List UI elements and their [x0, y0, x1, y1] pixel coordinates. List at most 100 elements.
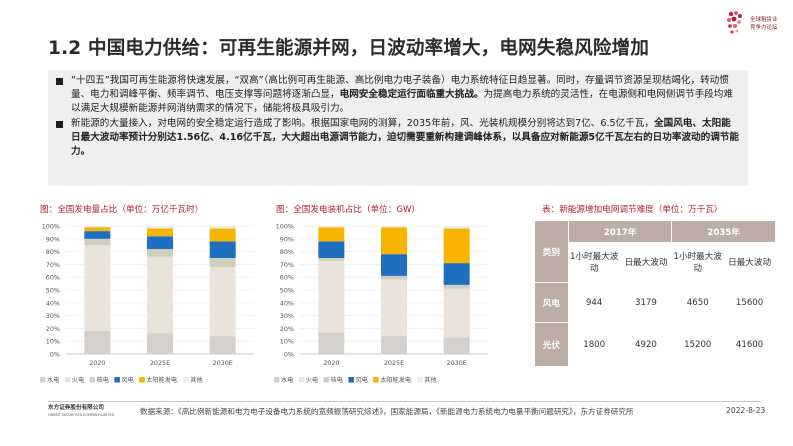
- bar-segment-风电: [318, 241, 345, 258]
- bar-segment-火电: [381, 279, 407, 337]
- data-source-note: 数据来源：《高比例新能源和电力电子设备电力系统的宽频振荡研究综述》，国家能源局，…: [140, 407, 634, 416]
- legend-swatch: [348, 377, 354, 383]
- table-row-label: 风电: [534, 282, 569, 323]
- y-tick-label: 90%: [46, 235, 60, 243]
- difficulty-table-panel: 类别 2017年 2035年 1小时最大波动 日最大波动 1小时最大波动 日最大…: [534, 220, 776, 367]
- legend-label: 风电: [355, 376, 367, 384]
- y-tick-label: 10%: [46, 338, 60, 346]
- bar-segment-其他: [147, 226, 173, 229]
- bar-segment-水电: [209, 336, 236, 354]
- table-year-header-2035: 2035年: [671, 220, 776, 243]
- bar-segment-太阳能发电: [209, 228, 236, 242]
- page-title: 1.2 中国电力供给：可再生能源并网，日波动率增大，电网失稳风险增加: [48, 38, 650, 59]
- x-tick-label: 2030E: [447, 359, 467, 367]
- generation-share-chart: 0% 10% 20% 30% 40% 50% 60% 70% 80% 90% 100% 2020 202…: [40, 223, 254, 384]
- legend-label: 火电: [306, 376, 318, 384]
- summary-box: “十四五”我国可再生能源将快速发展，“双高”（高比例可再生能源、高比例电力电子装…: [48, 70, 748, 186]
- legend-swatch: [40, 377, 46, 383]
- y-tick-label: 10%: [280, 338, 294, 346]
- bar-segment-太阳能发电: [84, 227, 111, 232]
- y-tick-label: 70%: [280, 261, 294, 269]
- y-tick-label: 100%: [42, 223, 60, 231]
- legend-swatch: [373, 377, 379, 383]
- table-subheader: 1小时最大波动: [567, 242, 621, 283]
- capacity-share-chart: 0% 10% 20% 30% 40% 50% 60% 70% 80% 90% 100% 2020 202…: [274, 223, 488, 384]
- legend-label: 水电: [47, 376, 59, 384]
- table-subheader: 日最大波动: [619, 242, 673, 283]
- chart2-title: 图：全国发电装机占比（单位：GW）: [276, 205, 421, 215]
- table-cell: 15600: [723, 282, 776, 323]
- table-subheader: 1小时最大波动: [671, 242, 725, 283]
- table-row: 风电 944 3179 4650 15600: [534, 282, 776, 323]
- bar-segment-风电: [443, 263, 470, 285]
- bar-segment-太阳能发电: [381, 227, 407, 255]
- y-tick-label: 30%: [280, 312, 294, 320]
- table-year-header-2017: 2017年: [567, 220, 673, 243]
- table-title: 表：新能源增加电网调节难度（单位：万千瓦）: [542, 205, 723, 215]
- bar-segment-水电: [443, 337, 470, 354]
- report-date: 2022-8-23: [726, 406, 766, 415]
- bullet-square-icon: [56, 78, 63, 85]
- footer-company-logo: 东方证券股份有限公司 ORIENT SECURITIES COMPANY LIM…: [48, 405, 114, 419]
- forum-logo-icon: [727, 11, 742, 34]
- legend-swatch: [417, 377, 423, 383]
- bar-segment-风电: [209, 241, 236, 258]
- y-tick-label: 60%: [46, 274, 60, 282]
- bullet1-text-c: 为提高电力系统的灵活性，在电源侧和电网侧调节手段均难以满足大规模新能源并网消纳需…: [71, 89, 733, 114]
- legend-label: 太阳能发电: [146, 376, 177, 384]
- table-row: 光伏 1800 4920 15200 41600: [534, 322, 776, 367]
- footer-logo-cn: 东方证券股份有限公司: [48, 405, 104, 411]
- bar-segment-核电: [209, 258, 236, 267]
- y-tick-label: 70%: [46, 261, 60, 269]
- x-tick-label: 2025E: [150, 359, 170, 367]
- table-cell: 41600: [723, 322, 776, 367]
- y-tick-label: 60%: [280, 274, 294, 282]
- table-row-label: 光伏: [534, 322, 569, 367]
- y-tick-label: 100%: [276, 223, 294, 231]
- y-tick-label: 90%: [280, 235, 294, 243]
- bullet1-text-bold: 电网安全稳定运行面临重大挑战。: [339, 89, 484, 100]
- bar-segment-其他: [318, 226, 345, 228]
- bar-segment-太阳能发电: [318, 227, 345, 242]
- table-type-header: 类别: [534, 220, 569, 283]
- forum-logo: 全球租赁业 竞争力论坛: [725, 8, 791, 44]
- difficulty-table: 类别 2017年 2035年 1小时最大波动 日最大波动 1小时最大波动 日最大…: [534, 220, 776, 367]
- legend-label: 核电: [331, 376, 343, 384]
- y-tick-label: 40%: [46, 299, 60, 307]
- y-tick-label: 50%: [280, 287, 294, 295]
- logo-line-1: 全球租赁业: [750, 17, 778, 23]
- bar-segment-火电: [443, 288, 470, 338]
- y-tick-label: 80%: [280, 248, 294, 256]
- bullet2-text-bold: 全国风电、太阳能日最大波动率预计分别达1.56亿、4.16亿千瓦，大大超出电源调…: [71, 118, 740, 157]
- y-tick-label: 0%: [50, 351, 60, 359]
- bar-segment-风电: [147, 236, 173, 250]
- bar-segment-其他: [381, 226, 407, 228]
- bullet1-text-a: “十四五”我国可再生能源将快速发展，“双高”（高比例可再生能源、高比例电力电子装…: [71, 75, 729, 100]
- bar-segment-风电: [381, 254, 407, 276]
- legend-swatch: [323, 377, 330, 383]
- x-tick-label: 2020: [323, 359, 339, 367]
- bar-segment-核电: [84, 238, 111, 246]
- bullet2-text-a: 新能源的大量接入，对电网的安全稳定运行造成了影响。根据国家电网的测算，2035年…: [71, 118, 655, 129]
- y-tick-label: 40%: [280, 299, 294, 307]
- legend-label: 风电: [121, 376, 133, 384]
- y-tick-label: 50%: [46, 287, 60, 295]
- bar-segment-风电: [84, 231, 111, 239]
- table-cell: 3179: [619, 282, 673, 323]
- legend-swatch: [183, 377, 189, 383]
- legend-swatch: [89, 377, 96, 383]
- bar-segment-其他: [209, 226, 236, 229]
- table-cell: 4920: [619, 322, 673, 367]
- legend-label: 太阳能发电: [380, 376, 411, 384]
- bar-segment-太阳能发电: [147, 228, 173, 237]
- bar-segment-核电: [381, 275, 407, 280]
- bar-segment-水电: [84, 330, 111, 354]
- bar-segment-其他: [443, 226, 470, 229]
- y-tick-label: 20%: [280, 325, 294, 333]
- table-cell: 1800: [567, 322, 621, 367]
- y-tick-label: 80%: [46, 248, 60, 256]
- legend-label: 火电: [72, 376, 84, 384]
- x-tick-label: 2025E: [384, 359, 404, 367]
- bar-segment-核电: [443, 284, 470, 289]
- bullet-square-icon: [56, 121, 63, 128]
